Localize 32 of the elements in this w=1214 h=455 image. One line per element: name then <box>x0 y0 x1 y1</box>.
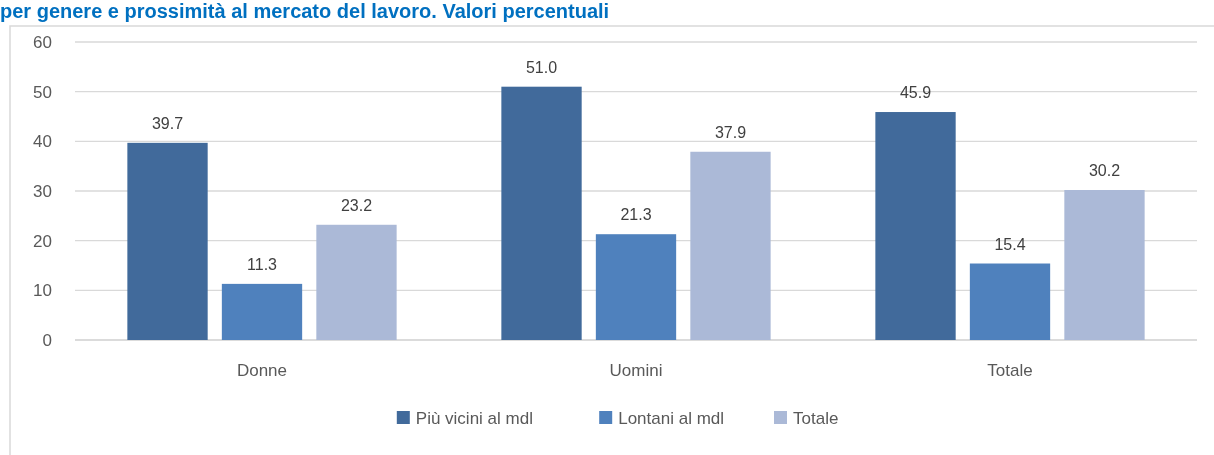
y-tick-label: 50 <box>33 82 52 102</box>
data-label: 45.9 <box>899 84 932 102</box>
bar <box>969 263 1051 340</box>
data-label: 37.9 <box>714 123 747 141</box>
legend-label: Lontani al mdl <box>618 409 725 428</box>
y-tick-label: 60 <box>33 32 52 52</box>
y-tick-label: 30 <box>33 181 52 201</box>
bar <box>595 234 677 340</box>
x-tick-label: Donne <box>236 361 288 380</box>
bar <box>221 283 303 340</box>
data-label: 23.2 <box>340 196 373 214</box>
data-label: 11.3 <box>247 255 278 273</box>
data-label: 39.7 <box>151 114 184 132</box>
bar <box>501 86 582 340</box>
y-tick-label: 40 <box>33 132 52 152</box>
x-tick-label: Totale <box>987 361 1033 380</box>
y-tick-label: 10 <box>33 281 52 301</box>
legend-label: Più vicini al mdl <box>415 409 533 428</box>
bar <box>875 112 956 340</box>
x-tick-label: Uomini <box>609 361 663 380</box>
y-tick-label: 20 <box>33 231 52 251</box>
bar <box>1064 190 1145 340</box>
data-label: 21.3 <box>620 206 652 224</box>
legend-label: Totale <box>793 409 839 428</box>
data-label: 15.4 <box>994 235 1026 253</box>
data-label: 51.0 <box>525 58 558 76</box>
bar <box>316 224 397 340</box>
bar <box>690 151 771 340</box>
chart-title: per genere e prossimità al mercato del lavoro. Valori percentuali <box>0 0 610 22</box>
data-label: 30.2 <box>1088 162 1121 180</box>
bar <box>127 142 208 340</box>
y-tick-label: 0 <box>42 330 52 350</box>
